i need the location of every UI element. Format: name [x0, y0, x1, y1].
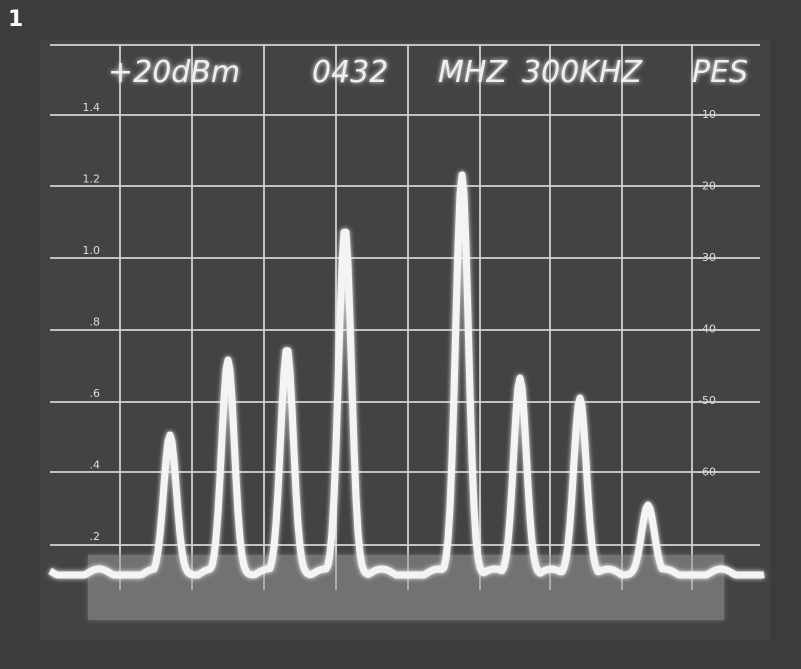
header: +20dBm 0432 MHZ 300KHZ PES	[108, 55, 748, 90]
right-scale-label: -30	[698, 251, 716, 264]
left-scale-label: .4	[90, 459, 101, 472]
span: 300KHZ	[522, 55, 643, 90]
right-scale-label: -60	[698, 466, 716, 479]
left-scale-label: .2	[90, 530, 101, 543]
left-scale-label: 1.4	[83, 101, 101, 114]
right-scale-label: -20	[698, 180, 716, 193]
center-frequency: 0432	[312, 55, 388, 90]
right-scale-label: -40	[698, 323, 716, 336]
reference-level: +20dBm	[108, 55, 240, 90]
frequency-unit: MHZ	[438, 55, 508, 90]
left-scale-label: 1.2	[83, 173, 101, 186]
right-scale-label: -10	[698, 108, 716, 121]
mode: PES	[692, 55, 748, 90]
left-scale-label: .8	[90, 316, 101, 329]
left-scale-label: 1.0	[83, 244, 101, 257]
left-scale-label: .6	[90, 387, 101, 400]
panel-label: 1	[8, 7, 23, 32]
right-scale-label: -50	[698, 394, 716, 407]
scales: 1.4 1.2 1.0 .8 .6 .4 .2 -10 -20 -30 -40 -50 -60	[83, 101, 716, 543]
